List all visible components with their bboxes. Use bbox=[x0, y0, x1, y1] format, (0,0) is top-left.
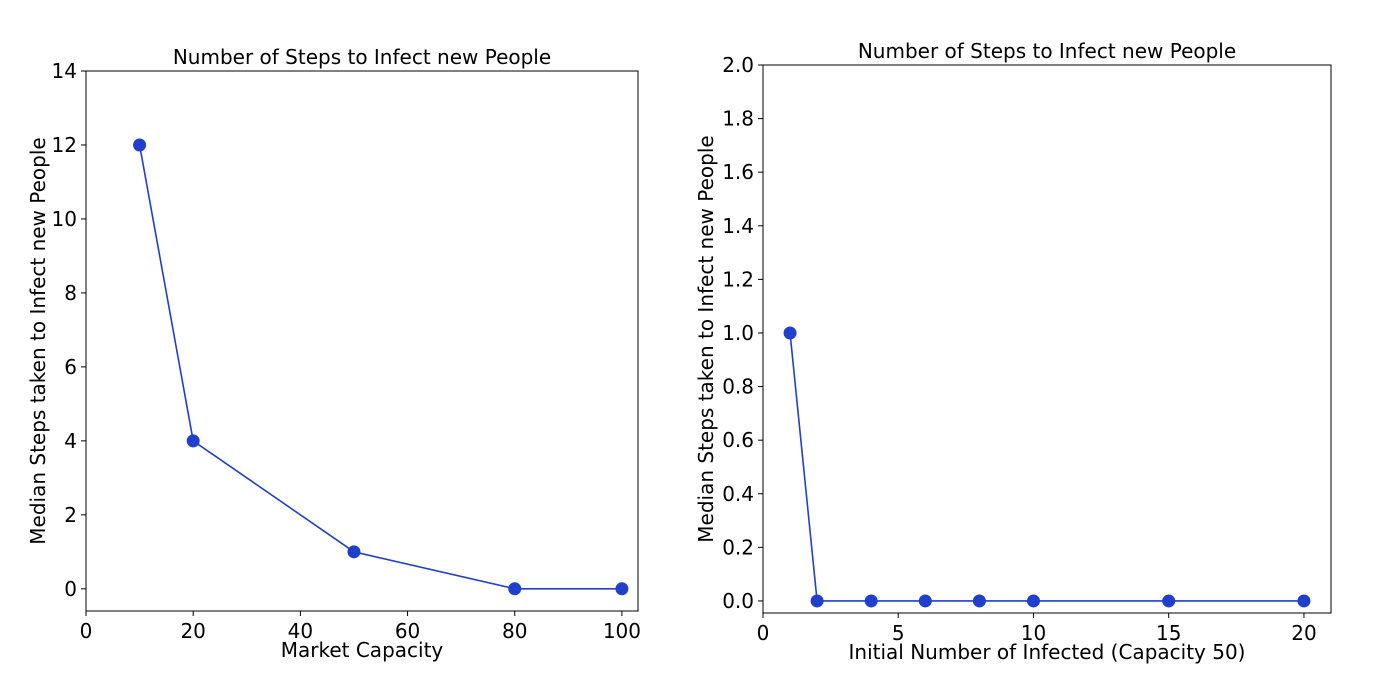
x-tick-label: 5 bbox=[892, 621, 905, 645]
chart-title: Number of Steps to Infect new People bbox=[858, 39, 1236, 63]
data-point bbox=[1162, 594, 1176, 608]
x-tick-label: 20 bbox=[1291, 621, 1316, 645]
data-point bbox=[186, 434, 200, 448]
chart-title: Number of Steps to Infect new People bbox=[173, 45, 551, 69]
data-point bbox=[508, 582, 522, 596]
y-tick-label: 1.4 bbox=[722, 214, 754, 238]
x-tick-label: 20 bbox=[180, 619, 205, 643]
data-point bbox=[1297, 594, 1311, 608]
y-tick-label: 1.0 bbox=[722, 321, 754, 345]
chart-right: Number of Steps to Infect new People 0 5 10… bbox=[694, 39, 1332, 664]
x-tick-label: 10 bbox=[1021, 621, 1046, 645]
x-tick-label: 80 bbox=[502, 619, 527, 643]
y-tick-label: 14 bbox=[52, 59, 77, 83]
data-point bbox=[1026, 594, 1040, 608]
x-tick-label: 40 bbox=[288, 619, 313, 643]
y-tick-label: 1.8 bbox=[722, 107, 754, 131]
y-axis-label: Median Steps taken to Infect new People bbox=[26, 137, 50, 544]
plot-frame bbox=[762, 64, 1332, 614]
x-tick-label: 100 bbox=[603, 619, 641, 643]
y-tick-label: 8 bbox=[64, 281, 77, 305]
y-tick-label: 4 bbox=[64, 429, 77, 453]
data-point bbox=[864, 594, 878, 608]
y-tick-label: 1.2 bbox=[722, 267, 754, 291]
data-point bbox=[783, 326, 797, 340]
y-tick-label: 0.0 bbox=[722, 589, 754, 613]
x-tick-label: 0 bbox=[80, 619, 93, 643]
x-tick-label: 60 bbox=[395, 619, 420, 643]
y-tick-label: 10 bbox=[52, 207, 77, 231]
data-point bbox=[133, 138, 147, 152]
y-tick-label: 12 bbox=[52, 133, 77, 157]
y-tick-label: 1.6 bbox=[722, 160, 754, 184]
data-point bbox=[972, 594, 986, 608]
x-tick-label: 0 bbox=[757, 621, 770, 645]
y-tick-label: 0.4 bbox=[722, 482, 754, 506]
y-tick-label: 0.6 bbox=[722, 428, 754, 452]
x-axis-label: Market Capacity bbox=[281, 638, 444, 662]
y-tick-label: 0.2 bbox=[722, 535, 754, 559]
series-line bbox=[138, 144, 622, 590]
data-point bbox=[615, 582, 629, 596]
data-point bbox=[810, 594, 824, 608]
y-tick-label: 0 bbox=[64, 577, 77, 601]
series-line bbox=[789, 332, 1304, 602]
data-point bbox=[918, 594, 932, 608]
y-tick-label: 2.0 bbox=[722, 53, 754, 77]
data-point bbox=[347, 545, 361, 559]
plot-frame bbox=[85, 70, 639, 612]
x-axis-label: Initial Number of Infected (Capacity 50) bbox=[849, 640, 1246, 664]
x-tick-label: 15 bbox=[1156, 621, 1181, 645]
y-axis-label: Median Steps taken to Infect new People bbox=[694, 135, 718, 542]
y-tick-label: 2 bbox=[64, 503, 77, 527]
y-tick-label: 6 bbox=[64, 355, 77, 379]
y-tick-label: 0.8 bbox=[722, 375, 754, 399]
